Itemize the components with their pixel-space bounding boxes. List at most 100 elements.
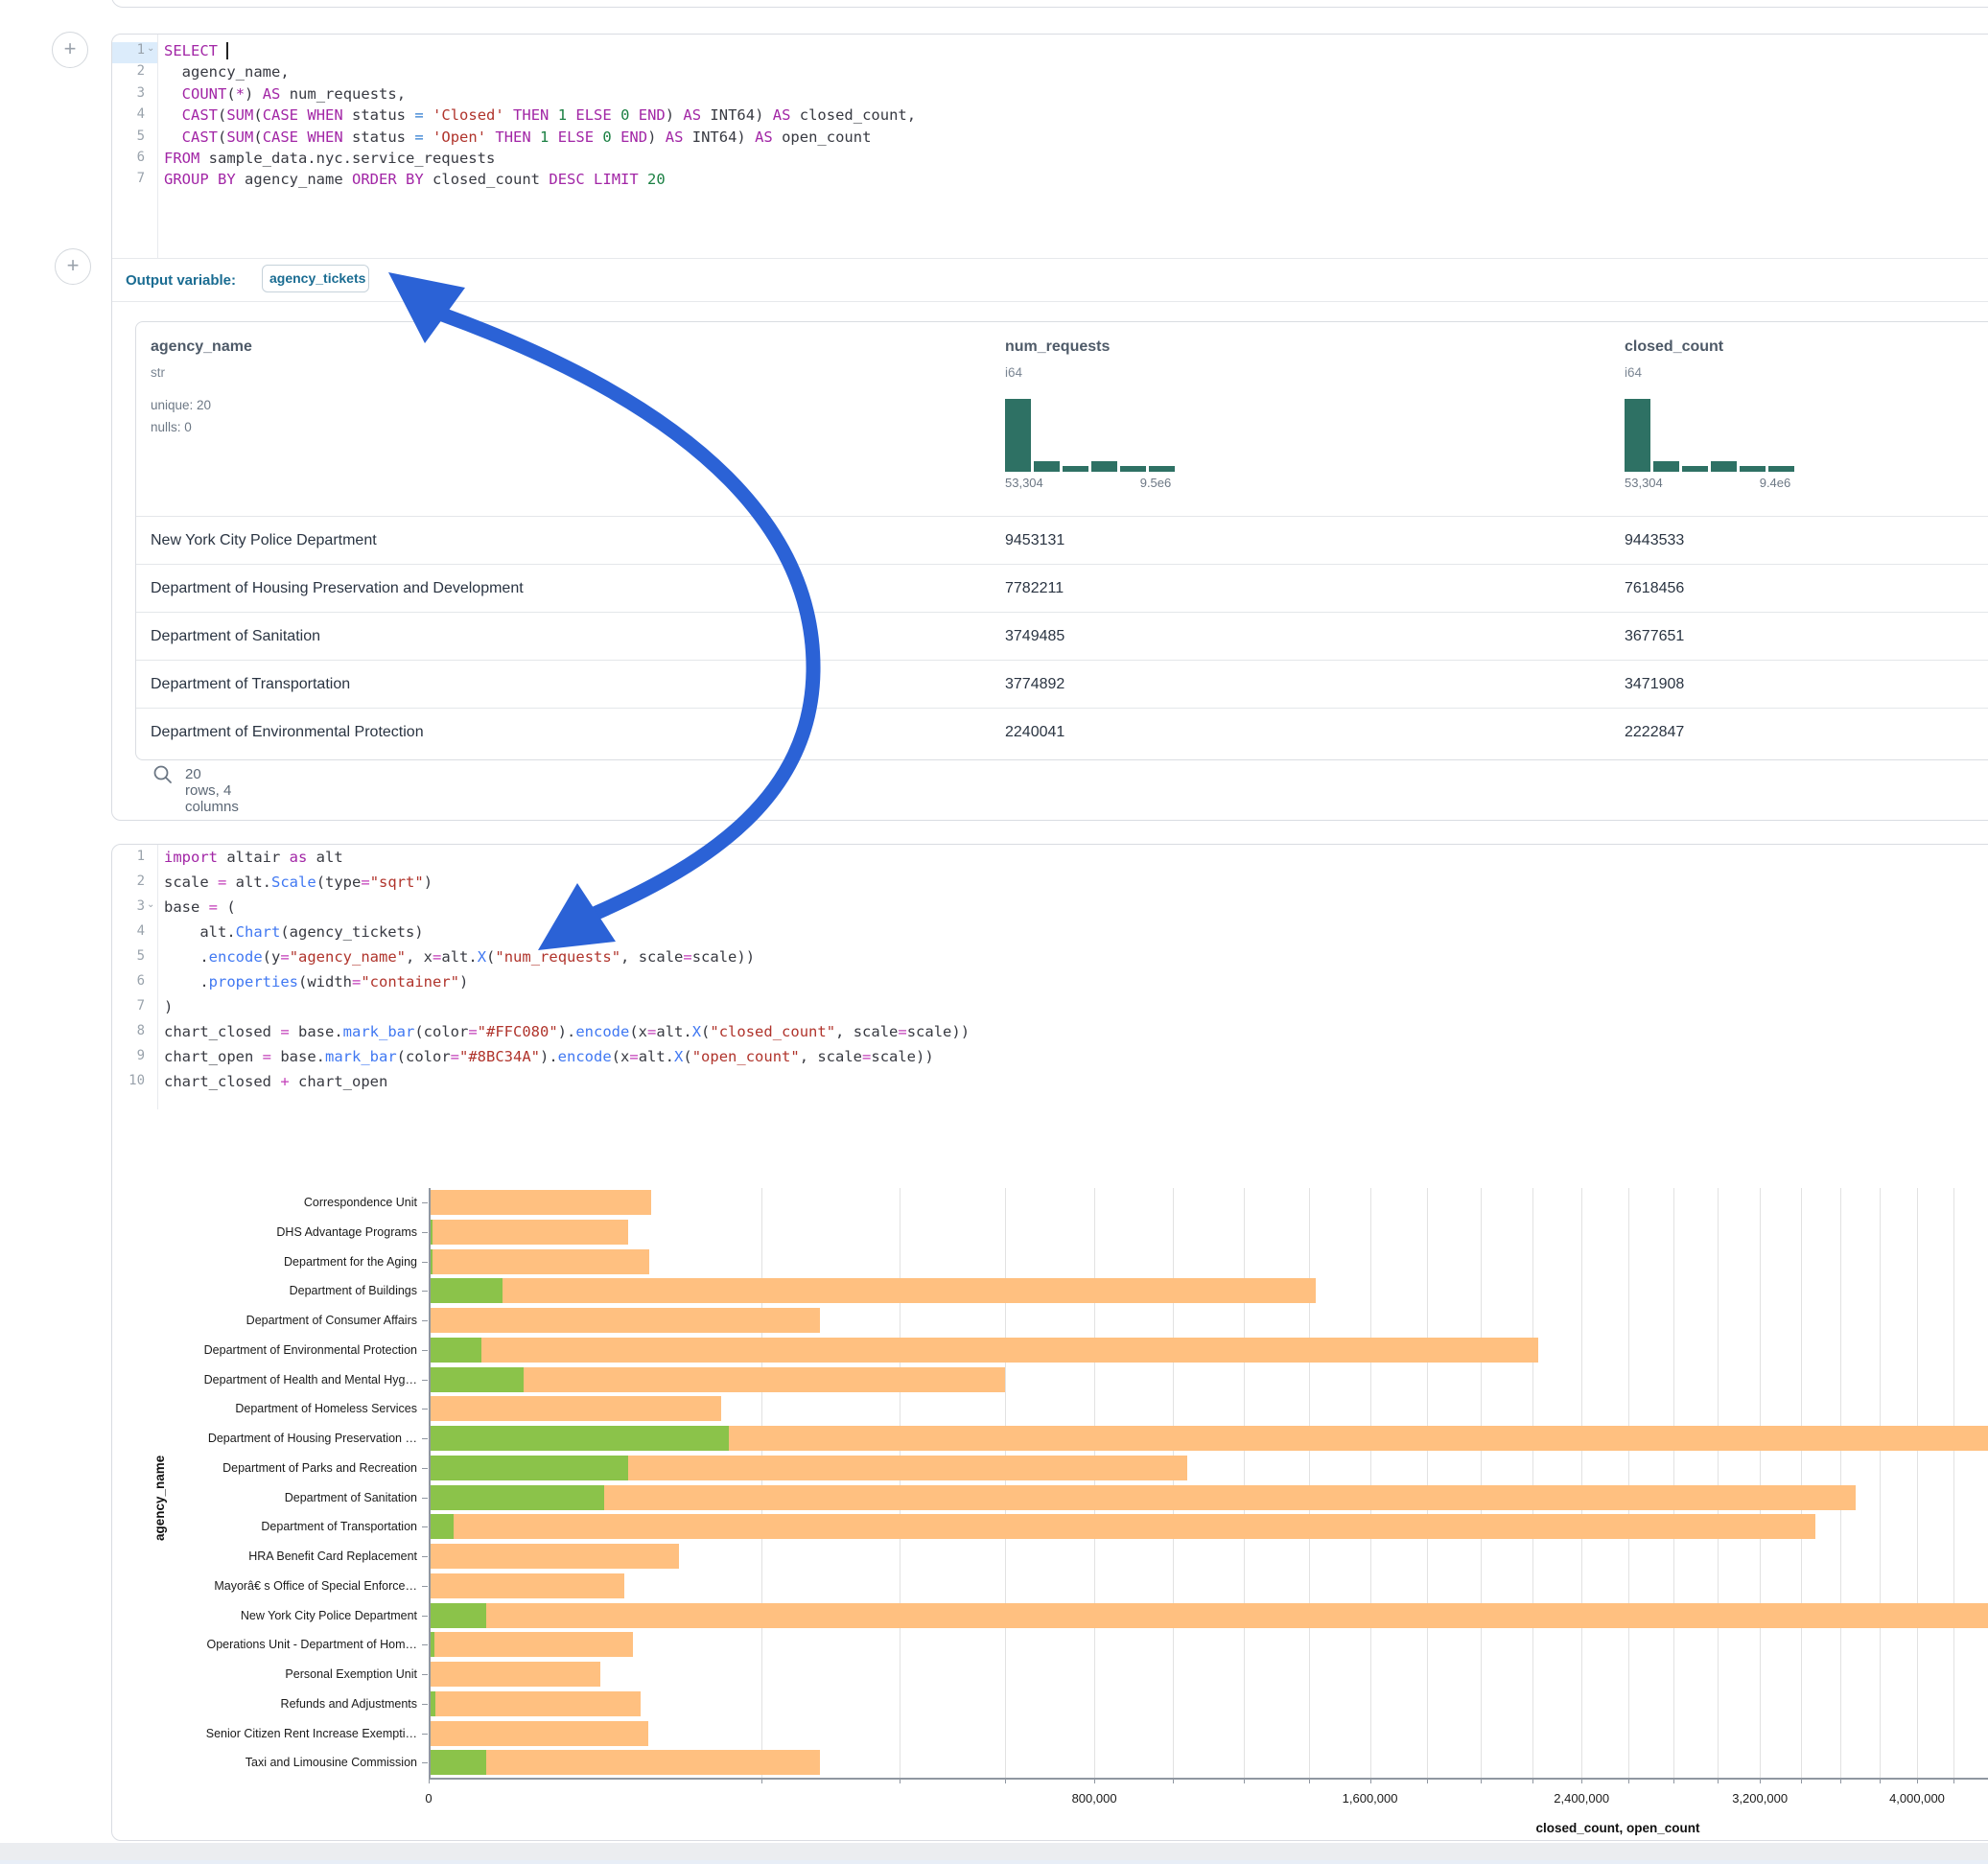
y-tick — [422, 1320, 428, 1321]
histogram-bar — [1005, 399, 1031, 472]
bar-closed_count — [429, 1573, 624, 1598]
table-row[interactable]: Department of Transportation 3774892 34719… — [136, 660, 1988, 708]
bar-closed_count — [429, 1662, 601, 1687]
bar-closed_count — [429, 1602, 1988, 1628]
histogram-min-label: 53,304 — [1005, 476, 1043, 490]
add-cell-button-top[interactable]: + — [52, 32, 88, 68]
fold-chevron-icon[interactable]: ⌄ — [147, 43, 155, 54]
code-line[interactable]: 2 scale = alt.Scale(type="sqrt") — [112, 874, 1988, 898]
y-tick — [422, 1615, 428, 1617]
sql-code-editor[interactable]: 1 ⌄ SELECT 2 agency_name, 3 COUNT(*) AS num… — [112, 42, 1988, 193]
x-tick — [1628, 1778, 1630, 1783]
line-number: 8 — [136, 1023, 145, 1038]
code-text: FROM sample_data.nyc.service_requests — [164, 149, 496, 167]
x-tick — [1760, 1778, 1762, 1783]
cell-agency_name: Department of Housing Preservation and D… — [151, 580, 524, 596]
add-cell-button-output[interactable]: + — [55, 248, 91, 285]
gridline — [1879, 1188, 1881, 1778]
y-axis-label: Personal Exemption Unit — [285, 1667, 417, 1681]
search-icon[interactable] — [152, 764, 174, 785]
bar-closed_count — [429, 1544, 679, 1569]
bar-open_count — [429, 1750, 487, 1776]
python-cell: 1 import altair as alt 2 scale = alt.Scale(… — [111, 844, 1988, 1841]
gridline — [1760, 1188, 1762, 1778]
y-tick — [422, 1497, 428, 1499]
gridline — [1953, 1188, 1955, 1778]
bar-closed_count — [429, 1514, 1815, 1540]
code-line[interactable]: 7 GROUP BY agency_name ORDER BY closed_co… — [112, 171, 1988, 192]
column-null-count: nulls: 0 — [151, 420, 192, 434]
code-line[interactable]: 4 CAST(SUM(CASE WHEN status = 'Closed' T… — [112, 106, 1988, 128]
table-row[interactable]: New York City Police Department 9453131 94… — [136, 516, 1988, 564]
gridline — [1532, 1188, 1533, 1778]
code-line[interactable]: 7) — [112, 998, 1988, 1023]
code-line[interactable]: 3 ⌄ base = ( — [112, 898, 1988, 923]
gridline — [1718, 1188, 1719, 1778]
gridline — [1244, 1188, 1246, 1778]
divider — [112, 258, 1988, 259]
column-header-closed_count[interactable]: closed_count — [1625, 338, 1724, 355]
y-axis-label: Department of Buildings — [289, 1284, 417, 1298]
column-header-agency_name[interactable]: agency_name — [151, 338, 252, 355]
x-tick — [1840, 1778, 1842, 1783]
x-tick — [1481, 1778, 1483, 1783]
code-line[interactable]: 6 FROM sample_data.nyc.service_requests — [112, 150, 1988, 171]
line-number: 9 — [136, 1048, 145, 1063]
x-tick — [1800, 1778, 1802, 1783]
table-row[interactable]: Department of Housing Preservation and D… — [136, 564, 1988, 612]
bar-closed_count — [429, 1278, 1316, 1304]
y-axis-label: Department of Consumer Affairs — [246, 1314, 417, 1327]
code-line[interactable]: 5 CAST(SUM(CASE WHEN status = 'Open' THE… — [112, 128, 1988, 150]
column-type: i64 — [1005, 365, 1023, 380]
text-cursor — [226, 42, 229, 59]
cell-agency_name: Department of Environmental Protection — [151, 724, 424, 740]
code-line[interactable]: 2 agency_name, — [112, 63, 1988, 84]
code-text: chart_closed = base.mark_bar(color="#FFC… — [164, 1023, 971, 1040]
code-line[interactable]: 1 import altair as alt — [112, 849, 1988, 874]
histogram-min-label: 53,304 — [1625, 476, 1663, 490]
x-tick — [1718, 1778, 1719, 1783]
code-line[interactable]: 8 chart_closed = base.mark_bar(color="#FF… — [112, 1023, 1988, 1048]
x-tick — [1173, 1778, 1174, 1783]
line-number: 2 — [136, 874, 145, 889]
y-tick — [422, 1585, 428, 1587]
code-text: CAST(SUM(CASE WHEN status = 'Open' THEN … — [181, 128, 872, 146]
y-axis-label: DHS Advantage Programs — [276, 1224, 417, 1239]
line-number: 10 — [129, 1073, 145, 1088]
code-line[interactable]: 4 alt.Chart(agency_tickets) — [112, 923, 1988, 948]
table-row[interactable]: Department of Sanitation 3749485 3677651 — [136, 612, 1988, 660]
gridline — [1800, 1188, 1802, 1778]
code-line[interactable]: 3 COUNT(*) AS num_requests, — [112, 85, 1988, 106]
cell-num_requests: 3749485 — [1005, 628, 1065, 644]
code-line[interactable]: 5 .encode(y="agency_name", x=alt.X("num_… — [112, 948, 1988, 973]
horizontal-scrollbar[interactable] — [0, 1843, 1988, 1860]
gridline — [1427, 1188, 1429, 1778]
line-number: 6 — [136, 149, 145, 165]
gutter-divider — [157, 35, 158, 258]
bar-open_count — [429, 1219, 433, 1245]
y-axis-label: Mayorâ€ s Office of Special Enforce… — [214, 1578, 417, 1593]
code-line[interactable]: 1 ⌄ SELECT — [112, 42, 1988, 64]
histogram-max-label: 9.4e6 — [1759, 476, 1791, 490]
x-tick — [1244, 1778, 1246, 1783]
y-tick — [422, 1467, 428, 1469]
code-line[interactable]: 6 .properties(width="container") — [112, 973, 1988, 998]
output-variable-input[interactable]: agency_tickets — [262, 265, 369, 292]
column-type: str — [151, 365, 165, 380]
y-tick — [422, 1526, 428, 1528]
column-header-num_requests[interactable]: num_requests — [1005, 338, 1111, 355]
line-number: 6 — [136, 973, 145, 989]
y-tick — [422, 1202, 428, 1203]
code-line[interactable]: 10 chart_closed + chart_open — [112, 1073, 1988, 1098]
code-text: chart_open = base.mark_bar(color="#8BC34… — [164, 1048, 934, 1065]
y-axis-line — [429, 1188, 431, 1778]
fold-chevron-icon[interactable]: ⌄ — [147, 899, 155, 910]
y-tick — [422, 1379, 428, 1381]
histogram-bar — [1034, 461, 1060, 472]
python-code-editor[interactable]: 1 import altair as alt 2 scale = alt.Scale(… — [112, 849, 1988, 1098]
code-line[interactable]: 9 chart_open = base.mark_bar(color="#8BC3… — [112, 1048, 1988, 1073]
code-text: GROUP BY agency_name ORDER BY closed_cou… — [164, 171, 666, 189]
code-text: ) — [164, 998, 174, 1015]
table-row[interactable]: Department of Environmental Protection 22… — [136, 708, 1988, 756]
active-line-highlight — [112, 42, 157, 64]
